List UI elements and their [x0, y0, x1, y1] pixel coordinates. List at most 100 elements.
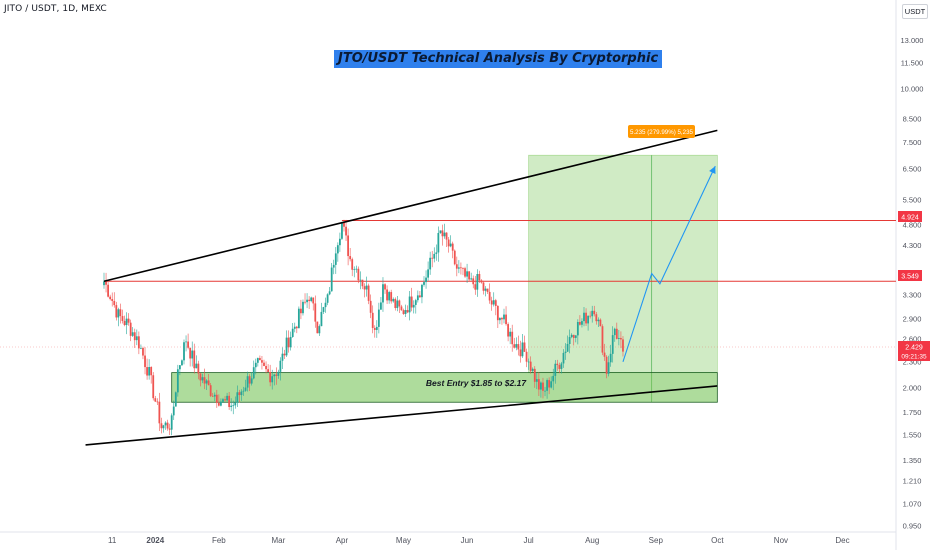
candle	[357, 266, 360, 284]
candle-body	[178, 365, 181, 370]
candle-body	[256, 358, 259, 363]
trendline-lower-channel	[85, 385, 718, 446]
candle-body	[207, 380, 210, 386]
candle-body	[478, 273, 481, 281]
candle	[544, 386, 546, 397]
candle-body	[297, 308, 300, 329]
candle	[443, 223, 446, 239]
candle-body	[201, 377, 204, 381]
candle	[308, 296, 311, 310]
candle	[548, 377, 551, 395]
candle-body	[418, 295, 421, 298]
candle-body	[334, 253, 337, 265]
candle	[441, 224, 444, 246]
candle-body	[464, 268, 466, 277]
candle-body	[585, 312, 587, 324]
resistance-lines	[104, 220, 896, 282]
candle	[144, 347, 146, 375]
candle-body	[533, 368, 536, 382]
candle-body	[595, 314, 598, 322]
candle	[281, 347, 284, 369]
candle	[326, 293, 329, 306]
candle	[283, 349, 286, 359]
candle	[359, 271, 362, 290]
candle-body	[470, 278, 473, 280]
candle	[111, 292, 114, 307]
candle	[365, 276, 368, 297]
candle	[492, 292, 495, 307]
candle-body	[392, 298, 395, 302]
currency-selector[interactable]: USDT	[902, 4, 928, 19]
candle-body	[170, 415, 173, 430]
candle	[529, 356, 532, 374]
candle-body	[357, 268, 360, 281]
candle	[503, 308, 505, 324]
candle-body	[121, 316, 124, 321]
candle	[302, 299, 304, 316]
candle-body	[152, 375, 155, 399]
candle	[297, 306, 300, 329]
candle-body	[158, 401, 161, 424]
candle	[583, 307, 585, 327]
candle	[622, 336, 624, 357]
candle	[291, 323, 294, 338]
candle	[113, 292, 116, 308]
candle-body	[568, 337, 571, 344]
candle	[207, 374, 210, 386]
symbol-header[interactable]: JITO / USDT, 1D, MEXC	[4, 4, 107, 14]
candle-body	[197, 363, 200, 374]
candle-body	[220, 401, 222, 406]
candle-body	[107, 284, 110, 297]
candle-body	[455, 264, 458, 269]
candle-body	[193, 350, 196, 369]
candle	[199, 372, 202, 387]
candle	[412, 300, 415, 314]
price-tick-label: 3.300	[903, 290, 922, 299]
candle	[400, 304, 403, 311]
candle	[156, 398, 159, 405]
price-label-box	[898, 211, 922, 222]
candle	[250, 372, 253, 386]
candle	[279, 357, 282, 381]
candle-body	[382, 284, 384, 303]
trendline-upper-channel	[103, 129, 718, 283]
candle-body	[115, 305, 118, 318]
candle-body	[421, 284, 423, 298]
candle	[519, 340, 522, 363]
candle	[304, 293, 306, 305]
candle-body	[300, 308, 302, 314]
candle	[581, 318, 583, 328]
candle-body	[236, 392, 239, 403]
candle	[382, 277, 384, 312]
candle	[472, 275, 475, 289]
candle-body	[404, 310, 407, 314]
candle	[117, 307, 120, 327]
candle-body	[277, 371, 280, 376]
candle-body	[263, 362, 265, 366]
candle	[336, 242, 339, 262]
price-label-resistance-high: 4.924	[898, 211, 922, 222]
candle-body	[183, 342, 185, 361]
chart-title: JTO/USDT Technical Analysis By Cryptorph…	[334, 50, 663, 68]
candle	[137, 331, 140, 355]
projection-line	[622, 165, 716, 362]
candle-body	[503, 314, 505, 320]
candle-body	[222, 399, 224, 402]
support-zone-box	[171, 372, 718, 403]
candle-body	[265, 365, 267, 370]
candle-body	[425, 277, 427, 283]
candle-body	[581, 321, 583, 325]
candle	[238, 389, 241, 403]
candle	[240, 389, 243, 401]
candle	[215, 389, 218, 408]
price-tick-label: 2.600	[903, 335, 922, 344]
candle-body	[295, 326, 298, 329]
candle	[203, 368, 206, 390]
candle-body	[554, 363, 557, 376]
time-tick-label: Sep	[649, 536, 664, 545]
candle	[232, 400, 235, 415]
candle-body	[168, 428, 171, 430]
candle-body	[123, 320, 126, 326]
candle-body	[367, 285, 370, 301]
